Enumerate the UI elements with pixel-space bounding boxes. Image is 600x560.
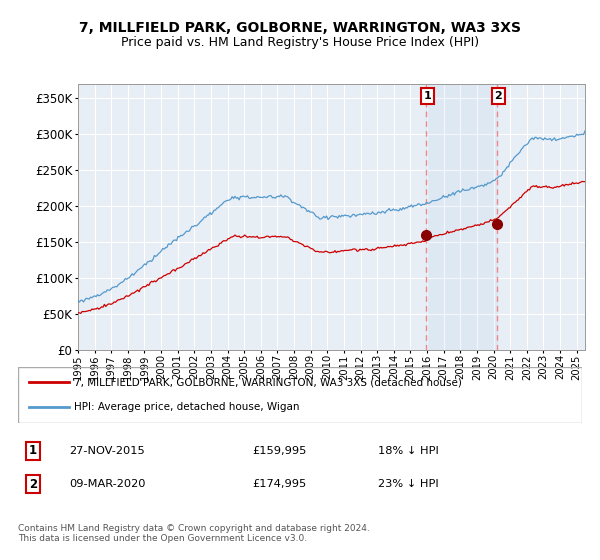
Text: Contains HM Land Registry data © Crown copyright and database right 2024.
This d: Contains HM Land Registry data © Crown c… [18, 524, 370, 543]
Text: Price paid vs. HM Land Registry's House Price Index (HPI): Price paid vs. HM Land Registry's House … [121, 36, 479, 49]
Text: 18% ↓ HPI: 18% ↓ HPI [378, 446, 439, 456]
Bar [426, 84, 497, 350]
Text: £159,995: £159,995 [252, 446, 307, 456]
Text: 2: 2 [29, 478, 37, 491]
Text: HPI: Average price, detached house, Wigan: HPI: Average price, detached house, Wiga… [74, 402, 300, 412]
Text: 23% ↓ HPI: 23% ↓ HPI [378, 479, 439, 489]
Text: 7, MILLFIELD PARK, GOLBORNE, WARRINGTON, WA3 3XS (detached house): 7, MILLFIELD PARK, GOLBORNE, WARRINGTON,… [74, 377, 462, 388]
Text: 27-NOV-2015: 27-NOV-2015 [69, 446, 145, 456]
Text: 09-MAR-2020: 09-MAR-2020 [69, 479, 146, 489]
Text: 1: 1 [424, 91, 431, 101]
Text: 1: 1 [29, 444, 37, 458]
Text: 2: 2 [494, 91, 502, 101]
Text: 7, MILLFIELD PARK, GOLBORNE, WARRINGTON, WA3 3XS: 7, MILLFIELD PARK, GOLBORNE, WARRINGTON,… [79, 21, 521, 35]
Text: £174,995: £174,995 [252, 479, 306, 489]
